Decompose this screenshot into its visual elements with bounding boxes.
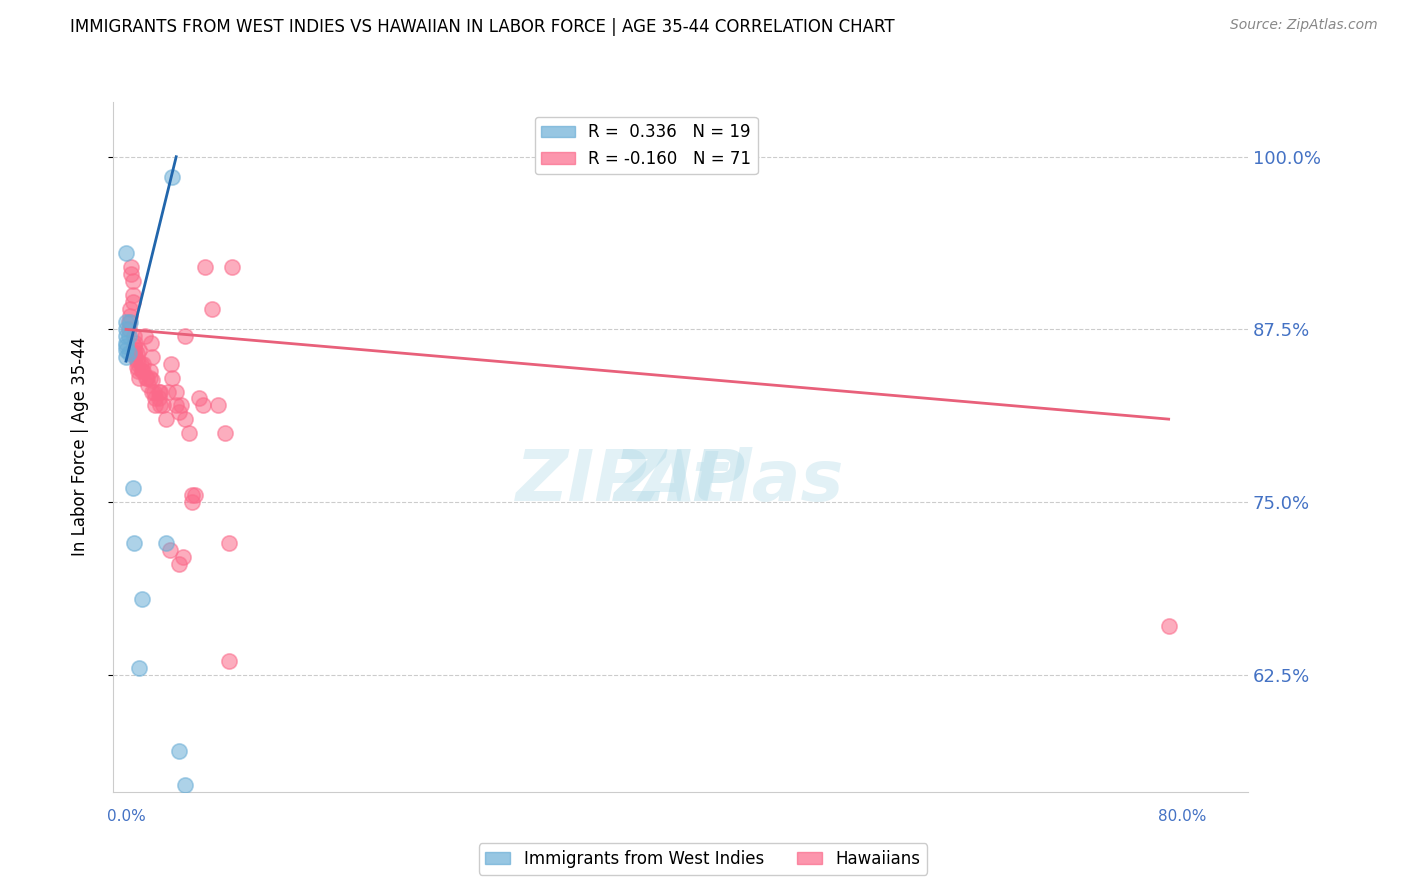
- Point: [221, 260, 243, 275]
- Point: [127, 357, 149, 371]
- Point: [187, 392, 209, 406]
- Point: [118, 316, 141, 330]
- Point: [124, 343, 146, 357]
- Point: [127, 364, 149, 378]
- Point: [132, 357, 155, 371]
- Point: [118, 322, 141, 336]
- Legend: R =  0.336   N = 19, R = -0.160   N = 71: R = 0.336 N = 19, R = -0.160 N = 71: [534, 117, 758, 175]
- Point: [148, 384, 170, 399]
- Point: [141, 384, 163, 399]
- Point: [159, 543, 181, 558]
- Point: [142, 384, 165, 399]
- Point: [115, 316, 138, 330]
- Point: [170, 398, 193, 412]
- Point: [148, 392, 170, 406]
- Point: [155, 536, 177, 550]
- Point: [174, 412, 197, 426]
- Point: [162, 370, 184, 384]
- Point: [122, 346, 145, 360]
- Point: [122, 536, 145, 550]
- Point: [149, 384, 172, 399]
- Point: [160, 357, 183, 371]
- Text: 80.0%: 80.0%: [1157, 808, 1206, 823]
- Point: [115, 343, 138, 357]
- Point: [125, 359, 148, 374]
- Point: [115, 336, 138, 351]
- Point: [157, 384, 180, 399]
- Point: [124, 350, 146, 364]
- Point: [125, 346, 148, 360]
- Point: [132, 364, 155, 378]
- Point: [167, 405, 190, 419]
- Point: [143, 398, 166, 412]
- Point: [121, 481, 143, 495]
- Point: [129, 357, 152, 371]
- Point: [218, 536, 240, 550]
- Point: [128, 343, 150, 357]
- Point: [165, 384, 187, 399]
- Point: [120, 260, 142, 275]
- Point: [218, 654, 240, 668]
- Point: [124, 336, 146, 351]
- Text: ZIPAtlas: ZIPAtlas: [516, 447, 845, 516]
- Text: 0.0%: 0.0%: [107, 808, 145, 823]
- Point: [181, 488, 204, 502]
- Point: [201, 301, 224, 316]
- Point: [118, 301, 141, 316]
- Point: [207, 398, 229, 412]
- Text: ZIP: ZIP: [614, 447, 747, 516]
- Point: [118, 309, 141, 323]
- Point: [120, 267, 142, 281]
- Point: [136, 370, 159, 384]
- Point: [135, 370, 157, 384]
- Text: IMMIGRANTS FROM WEST INDIES VS HAWAIIAN IN LABOR FORCE | AGE 35-44 CORRELATION C: IMMIGRANTS FROM WEST INDIES VS HAWAIIAN …: [70, 18, 896, 36]
- Point: [121, 294, 143, 309]
- Legend: Immigrants from West Indies, Hawaiians: Immigrants from West Indies, Hawaiians: [478, 844, 928, 875]
- Point: [131, 591, 153, 606]
- Point: [118, 346, 141, 360]
- Point: [118, 316, 141, 330]
- Point: [128, 370, 150, 384]
- Point: [162, 170, 184, 185]
- Point: [1157, 619, 1180, 633]
- Point: [131, 364, 153, 378]
- Point: [118, 329, 141, 343]
- Point: [194, 260, 217, 275]
- Point: [165, 398, 187, 412]
- Point: [139, 364, 162, 378]
- Point: [149, 398, 172, 412]
- Point: [121, 274, 143, 288]
- Point: [141, 350, 163, 364]
- Point: [174, 778, 197, 792]
- Y-axis label: In Labor Force | Age 35-44: In Labor Force | Age 35-44: [72, 337, 89, 557]
- Point: [214, 425, 236, 440]
- Point: [167, 743, 190, 757]
- Point: [115, 322, 138, 336]
- Point: [128, 661, 150, 675]
- Point: [121, 288, 143, 302]
- Point: [139, 336, 162, 351]
- Point: [125, 352, 148, 367]
- Text: Source: ZipAtlas.com: Source: ZipAtlas.com: [1230, 18, 1378, 32]
- Point: [181, 495, 204, 509]
- Point: [143, 392, 166, 406]
- Point: [115, 350, 138, 364]
- Point: [174, 329, 197, 343]
- Point: [183, 488, 205, 502]
- Point: [139, 370, 162, 384]
- Point: [134, 329, 156, 343]
- Point: [115, 246, 138, 260]
- Point: [172, 550, 194, 565]
- Point: [115, 339, 138, 353]
- Point: [122, 339, 145, 353]
- Point: [141, 374, 163, 388]
- Point: [155, 412, 177, 426]
- Point: [122, 329, 145, 343]
- Point: [179, 425, 201, 440]
- Point: [138, 377, 160, 392]
- Point: [167, 557, 190, 571]
- Point: [115, 329, 138, 343]
- Point: [191, 398, 214, 412]
- Point: [152, 398, 174, 412]
